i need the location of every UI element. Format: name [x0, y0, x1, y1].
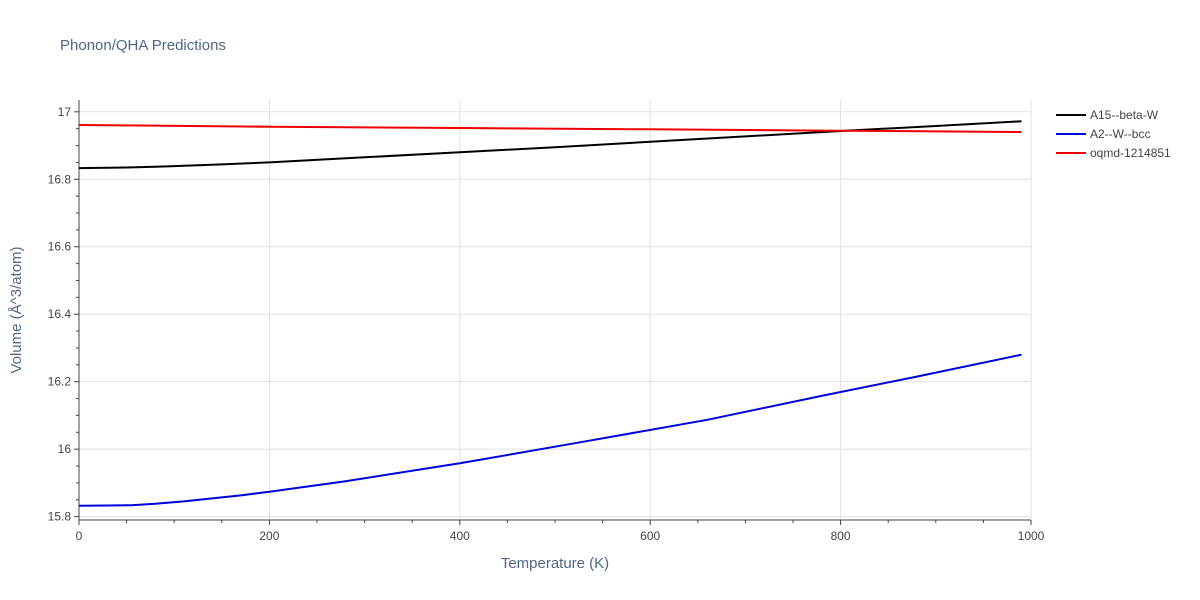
chart-title: Phonon/QHA Predictions — [60, 37, 226, 54]
x-tick-label: 800 — [831, 529, 851, 543]
series-group — [78, 120, 1022, 507]
y-ticks: 15.8 16 16.2 16.4 16.6 16.8 17 — [48, 105, 79, 524]
legend-label: oqmd-1214851 — [1090, 146, 1171, 160]
legend-label: A15--beta-W — [1090, 108, 1159, 122]
x-tick-label: 400 — [450, 529, 470, 543]
y-tick-label: 17 — [58, 105, 72, 119]
x-tick-label: 0 — [76, 529, 83, 543]
y-tick-label: 16.6 — [48, 240, 72, 254]
x-tick-label: 200 — [259, 529, 279, 543]
x-tick-label: 600 — [640, 529, 660, 543]
legend[interactable]: A15--beta-W A2--W--bcc oqmd-1214851 — [1056, 108, 1171, 160]
series-line-3[interactable] — [78, 124, 1022, 133]
legend-label: A2--W--bcc — [1090, 127, 1150, 141]
x-tick-label: 1000 — [1018, 529, 1045, 543]
y-axis-title: Volume (Å^3/atom) — [8, 246, 25, 373]
minor-ticks — [76, 128, 984, 523]
x-ticks: 0 200 400 600 800 1000 — [76, 520, 1045, 543]
y-tick-label: 16.4 — [48, 307, 72, 321]
y-tick-label: 16.2 — [48, 375, 72, 389]
y-tick-label: 16 — [58, 442, 72, 456]
legend-item[interactable]: oqmd-1214851 — [1056, 146, 1171, 160]
series-line-2[interactable] — [78, 353, 1022, 507]
y-tick-label: 15.8 — [48, 510, 72, 524]
series-line-1[interactable] — [78, 120, 1022, 170]
axes — [78, 100, 1031, 521]
legend-item[interactable]: A15--beta-W — [1056, 108, 1159, 122]
grid — [79, 100, 1032, 520]
x-axis-title: Temperature (K) — [501, 555, 609, 572]
y-tick-label: 16.8 — [48, 172, 72, 186]
legend-item[interactable]: A2--W--bcc — [1056, 127, 1150, 141]
